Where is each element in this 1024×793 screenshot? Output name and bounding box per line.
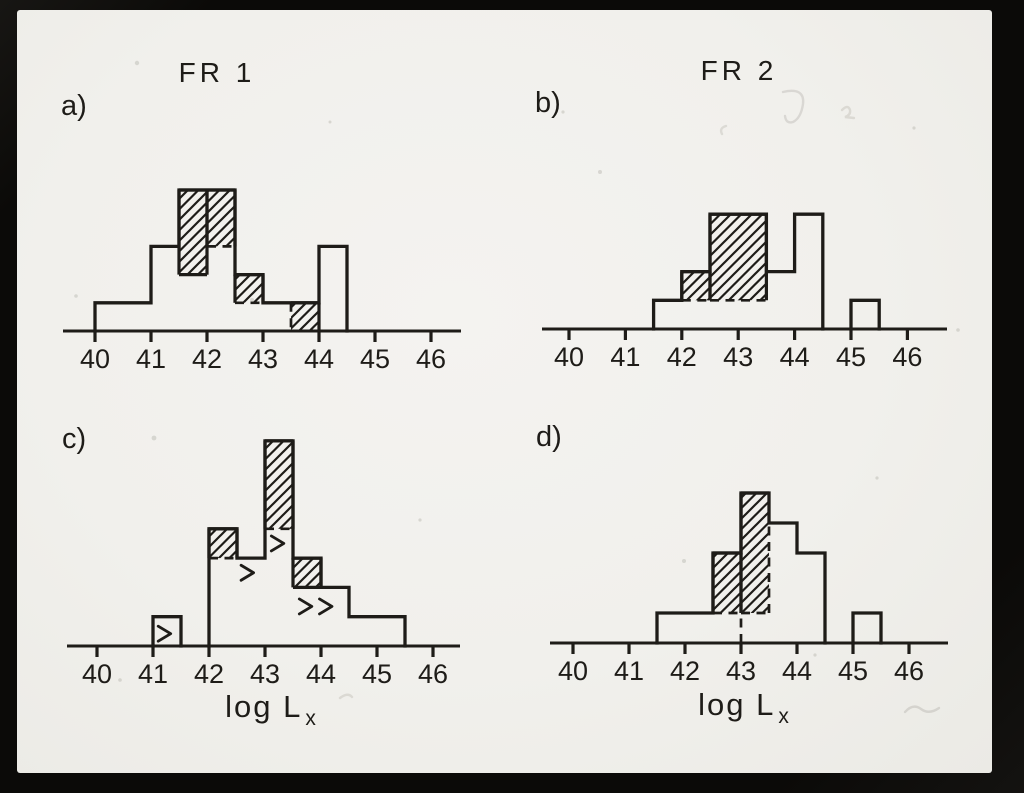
x-tick-label: 44 [780, 342, 810, 372]
panel-letter-b: b) [535, 87, 561, 119]
x-tick-label: 40 [554, 342, 584, 372]
hatched-bar [713, 553, 741, 613]
x-axis-label-text: log L [225, 689, 303, 724]
scan-artifact [781, 89, 805, 124]
panel-b: 40 41 42 43 44 45 46 [542, 212, 947, 372]
x-axis-label-subscript: x [778, 705, 789, 728]
hatched-bar [293, 558, 321, 588]
limit-marker-greater-than [156, 624, 173, 643]
x-axis-label-subscript: x [305, 707, 316, 730]
x-tick-label: 43 [723, 342, 753, 372]
hatched-bar [291, 302, 319, 331]
x-tick-label: 44 [782, 656, 812, 686]
x-tick-label: 40 [82, 659, 112, 689]
panel-letter-c: c) [62, 423, 87, 455]
x-tick-label: 43 [248, 344, 278, 374]
column-title-fr2: FR 2 [700, 55, 778, 86]
scan-artifact [338, 693, 354, 700]
hatched-bar [209, 528, 237, 559]
hatched-bar [179, 190, 207, 275]
x-tick-label: 46 [418, 659, 448, 689]
x-tick-label: 42 [192, 344, 222, 374]
x-tick-label: 46 [892, 342, 922, 372]
x-tick-label: 45 [362, 659, 392, 689]
limit-marker-greater-than [318, 597, 334, 616]
scan-specks [74, 60, 960, 682]
x-axis-label-text: log L [698, 687, 776, 722]
x-tick-label: 43 [726, 656, 756, 686]
hatched-bar [741, 493, 769, 613]
limit-marker-greater-than [297, 597, 314, 616]
x-tick-label: 42 [194, 659, 224, 689]
hatched-bar [207, 190, 235, 247]
panel-d: 40 41 42 43 44 45 46 [550, 491, 948, 686]
panel-c: 40 41 42 43 44 45 46 [67, 439, 460, 689]
panel-a: 40 41 42 43 44 45 46 [63, 188, 461, 374]
hatched-bar [265, 440, 293, 529]
limit-marker-greater-than [239, 563, 255, 582]
x-tick-label: 45 [360, 344, 390, 374]
x-tick-label: 41 [138, 659, 168, 689]
x-tick-label: 44 [306, 659, 336, 689]
x-tick-label: 43 [250, 659, 280, 689]
panel-letter-a: a) [61, 90, 87, 122]
panel-letter-d: d) [536, 421, 562, 453]
x-tick-label: 40 [558, 656, 588, 686]
x-tick-label: 46 [416, 344, 446, 374]
x-tick-label: 44 [304, 344, 334, 374]
x-tick-label: 45 [836, 342, 866, 372]
hatched-bar [710, 214, 767, 301]
scan-artifact [719, 124, 728, 136]
hatched-bar [681, 271, 710, 301]
hatched-bar [235, 274, 263, 303]
column-title-fr1: FR 1 [178, 57, 256, 88]
panels-group: 40 41 42 43 44 45 46 40 41 42 43 44 45 46 40 41 42 43 44 45… [63, 188, 948, 689]
limit-marker-greater-than [269, 534, 286, 553]
x-tick-label: 41 [614, 656, 644, 686]
scan-artifacts [74, 60, 960, 714]
scan-artifact [840, 105, 856, 120]
x-tick-label: 41 [610, 342, 640, 372]
x-tick-label: 46 [894, 656, 924, 686]
x-tick-label: 45 [838, 656, 868, 686]
x-tick-label: 41 [136, 344, 166, 374]
scan-artifact [903, 705, 941, 714]
x-tick-label: 42 [667, 342, 697, 372]
x-tick-label: 42 [670, 656, 700, 686]
x-tick-label: 40 [80, 344, 110, 374]
